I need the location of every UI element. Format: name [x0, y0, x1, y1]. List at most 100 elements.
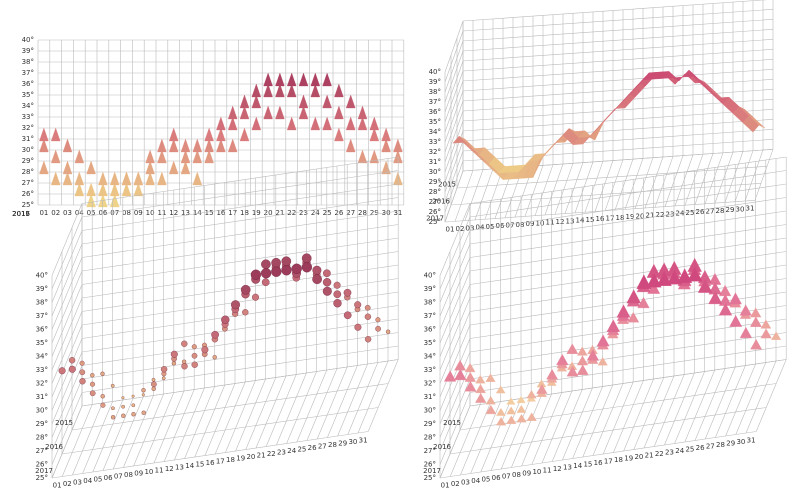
x-tick-label: 16: [594, 459, 603, 467]
cone: [133, 171, 144, 186]
chart-panel: 25° 26° 27° 28° 29° 30° 31° 32° 33° 34° 35° 36° 37° 3…: [426, 0, 774, 234]
x-tick-label: 26: [696, 444, 705, 452]
grid-line: [450, 183, 762, 206]
grid-line: [469, 197, 787, 245]
grid-line: [51, 297, 83, 371]
sphere: [312, 265, 322, 275]
cone: [656, 271, 672, 286]
grid-line: [462, 119, 774, 142]
grid-line: [444, 20, 464, 73]
grid-line: [715, 365, 746, 438]
cone: [750, 316, 762, 327]
grid-line: [462, 29, 774, 52]
cone: [251, 116, 262, 131]
x-tick-label: 17: [604, 457, 613, 465]
cone: [286, 83, 297, 98]
cone: [708, 290, 723, 305]
grid-line: [734, 150, 754, 202]
y-tick-label: 28°: [429, 188, 441, 196]
sphere: [261, 278, 270, 287]
grid-line: [51, 216, 83, 290]
cone: [251, 83, 262, 98]
cone: [62, 171, 73, 186]
grid-line: [444, 30, 464, 83]
cone: [475, 383, 486, 394]
x-tick-label: 19: [236, 454, 245, 462]
x-tick-label: 03: [461, 478, 470, 486]
sphere: [240, 284, 251, 295]
grid-line: [462, 19, 774, 42]
grid-line: [469, 183, 787, 231]
cone: [357, 105, 368, 120]
cone: [697, 278, 713, 293]
cone: [145, 171, 155, 186]
cone: [263, 72, 273, 87]
x-tick-label: 06: [492, 474, 501, 482]
cone: [381, 127, 391, 142]
x-tick-label: 31: [746, 205, 755, 213]
cone: [286, 116, 297, 131]
y-tick-label: 40°: [429, 68, 441, 76]
grid-line: [521, 393, 552, 467]
grid-line: [81, 237, 399, 285]
x-tick-label: 08: [516, 221, 525, 229]
cone: [298, 72, 309, 87]
sphere: [151, 377, 156, 382]
y-tick-label: 34°: [22, 102, 34, 110]
y-tick-label: 35°: [36, 339, 48, 347]
x-tick-label: 09: [134, 209, 143, 217]
sphere: [131, 412, 136, 417]
sphere: [385, 329, 391, 334]
grid-line: [462, 59, 774, 82]
sphere: [141, 410, 146, 415]
grid-line: [163, 389, 195, 462]
grid-line: [194, 384, 226, 458]
x-tick-label: 15: [205, 209, 214, 217]
grid-line: [51, 392, 83, 465]
x-tick-label: 18: [616, 214, 625, 222]
x-tick-label: 24: [676, 210, 685, 218]
y-tick-label: 37°: [36, 312, 48, 320]
grid-line: [462, 69, 774, 92]
sphere: [333, 281, 341, 289]
x-tick-label: 06: [104, 474, 113, 482]
cone: [606, 319, 620, 332]
grid-line: [51, 243, 83, 317]
cone: [168, 127, 179, 142]
cone: [369, 127, 380, 142]
x-tick-label: 16: [206, 459, 215, 467]
sphere: [271, 257, 281, 268]
sphere: [191, 361, 198, 368]
sphere: [322, 278, 332, 287]
x-tick-label: 28: [358, 209, 367, 217]
grid-line: [444, 70, 464, 123]
sphere: [211, 330, 219, 339]
grid-line: [462, 129, 774, 152]
y-tick-label: 35°: [424, 339, 436, 347]
series-label: 2015: [55, 419, 73, 427]
grid-line: [531, 392, 563, 465]
grid-line: [582, 384, 614, 458]
grid-line: [469, 251, 787, 299]
x-tick-label: 23: [666, 210, 675, 218]
sphere: [191, 352, 198, 359]
x-tick-label: 11: [155, 466, 164, 474]
x-tick-label: 09: [134, 469, 143, 477]
cone: [216, 127, 226, 142]
cone: [74, 171, 85, 186]
grid-line: [623, 378, 654, 452]
cone: [157, 149, 167, 164]
cone: [454, 368, 467, 381]
grid-line: [469, 318, 787, 366]
x-tick-label: 13: [175, 463, 184, 471]
sphere: [301, 262, 313, 273]
grid-line: [214, 381, 246, 455]
x-tick-label: 14: [185, 462, 194, 470]
sphere: [58, 367, 66, 375]
x-tick-label: 28: [716, 207, 725, 215]
x-tick-label: 31: [359, 436, 368, 444]
y-tick-label: 33°: [424, 366, 436, 374]
grid-line: [469, 264, 787, 312]
series-label: 2017: [426, 215, 444, 223]
grid-line: [725, 363, 756, 437]
